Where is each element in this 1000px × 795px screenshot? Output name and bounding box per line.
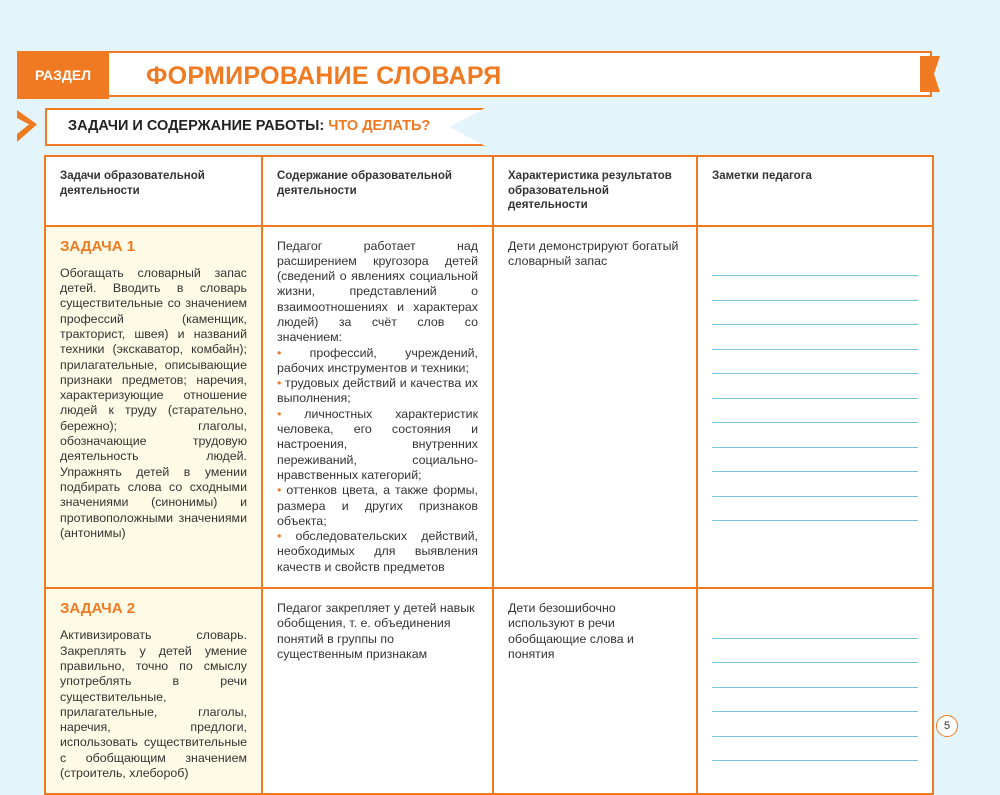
content-intro: Педагог работает над расширением кругозо… (277, 238, 478, 345)
results-cell: Дети безошибочно используют в речи обобщ… (492, 587, 698, 795)
subheader-accent: ЧТО ДЕЛАТЬ? (328, 118, 431, 134)
note-line (712, 423, 918, 448)
note-line (712, 497, 918, 521)
note-line (712, 350, 918, 374)
notes-cell[interactable] (696, 587, 934, 795)
note-line (712, 737, 918, 762)
content-cell: Педагог работает над расширением кругозо… (261, 224, 494, 590)
banner-notch (920, 56, 940, 92)
note-line (712, 663, 918, 688)
arrow-icon (17, 110, 37, 142)
table-row: ЗАДАЧА 1 Обогащать словарный запас детей… (44, 224, 934, 590)
content-list: профессий, учреждений, рабочих инструмен… (277, 346, 478, 575)
list-item: обследовательских действий, необходимых … (277, 529, 478, 575)
note-line (712, 374, 918, 399)
notes-cell[interactable] (696, 224, 934, 590)
task-title: ЗАДАЧА 1 (60, 237, 136, 255)
note-line (712, 399, 918, 423)
note-line (712, 252, 918, 276)
table-header: Задачи образовательной деятельности Соде… (44, 155, 934, 227)
note-line (712, 276, 918, 301)
task-text: Обогащать словарный запас детей. Вводить… (60, 265, 247, 540)
col-header: Содержание образовательной деятельности (261, 155, 494, 227)
col-header: Задачи образовательной деятельности (44, 155, 263, 227)
col-header: Характеристика результатов образовательн… (492, 155, 698, 227)
tasks-table: Задачи образовательной деятельности Соде… (44, 155, 934, 795)
task-text: Активизировать словарь. Закреплять у дет… (60, 628, 247, 780)
note-line (712, 688, 918, 713)
note-line (712, 301, 918, 325)
note-line (712, 472, 918, 497)
note-line (712, 614, 918, 639)
task-cell: ЗАДАЧА 2 Активизировать словарь. Закрепл… (44, 587, 263, 795)
content-cell: Педагог закрепляет у детей навык обобщен… (261, 587, 494, 795)
task-cell: ЗАДАЧА 1 Обогащать словарный запас детей… (44, 224, 263, 590)
list-item: оттенков цвета, а также формы, размера и… (277, 483, 478, 529)
col-header: Заметки педагога (696, 155, 934, 227)
note-line (712, 712, 918, 737)
section-banner: РАЗДЕЛ ФОРМИРОВАНИЕ СЛОВАРЯ (17, 51, 932, 99)
table-row: ЗАДАЧА 2 Активизировать словарь. Закрепл… (44, 587, 934, 795)
list-item: трудовых действий и качества их выполнен… (277, 376, 478, 407)
subheader-box (45, 108, 485, 146)
note-line (712, 325, 918, 350)
task-title: ЗАДАЧА 2 (60, 600, 136, 618)
subheader-label: ЗАДАЧИ И СОДЕРЖАНИЕ РАБОТЫ: (68, 118, 325, 134)
section-tag: РАЗДЕЛ (17, 51, 109, 99)
page-title: ФОРМИРОВАНИЕ СЛОВАРЯ (146, 62, 502, 90)
note-line (712, 448, 918, 472)
note-line (712, 639, 918, 664)
results-cell: Дети демонстрируют богатый словарный зап… (492, 224, 698, 590)
list-item: личностных характеристик человека, его с… (277, 407, 478, 483)
subheader: ЗАДАЧИ И СОДЕРЖАНИЕ РАБОТЫ: ЧТО ДЕЛАТЬ? (68, 118, 430, 134)
list-item: профессий, учреждений, рабочих инструмен… (277, 346, 478, 377)
page-number: 5 (936, 715, 958, 737)
